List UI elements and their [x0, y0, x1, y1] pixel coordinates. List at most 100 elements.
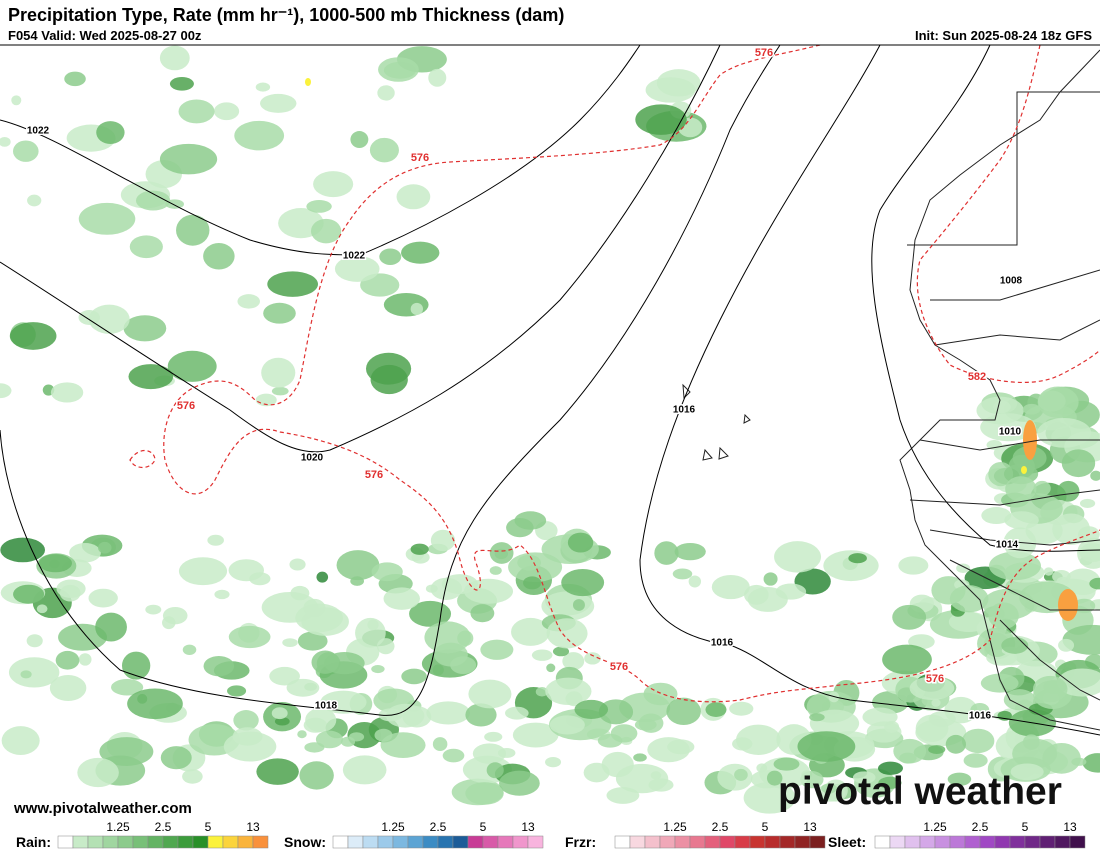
rain-area	[289, 558, 306, 571]
legend-swatch	[749, 835, 766, 849]
rain-area	[20, 670, 32, 679]
isobar-label: 1008	[1000, 276, 1023, 287]
rain-area	[271, 386, 289, 396]
rain-area	[315, 730, 343, 749]
rain-area	[674, 542, 706, 561]
rain-area	[862, 707, 898, 727]
rain-area	[334, 255, 380, 282]
rain-area	[1032, 675, 1068, 703]
legend-swatch	[392, 835, 409, 849]
rain-area	[432, 737, 448, 752]
rain-area	[379, 248, 402, 265]
thickness-label: 576	[411, 152, 429, 164]
rain-area	[506, 518, 534, 538]
legend-swatch	[779, 835, 796, 849]
rain-area	[931, 698, 941, 707]
rain-area	[635, 104, 687, 135]
legend-tick: 5	[1022, 820, 1029, 834]
legend-tick: 1.25	[923, 820, 947, 834]
legend: Rain: 1.25 2.5 5 13 Snow: 1.25 2.5 5 13 Frzr: 1.25 2…	[16, 820, 1086, 850]
rain-area	[123, 315, 167, 342]
rain-area	[546, 618, 588, 649]
rain-area	[774, 541, 822, 573]
legend-swatch	[222, 835, 239, 849]
rain-area	[297, 631, 328, 651]
legend-swatch	[207, 835, 224, 849]
rain-area	[69, 543, 101, 563]
rain-area	[271, 707, 288, 720]
rain-area	[159, 45, 190, 71]
rain-area	[256, 758, 299, 785]
rain-area	[203, 242, 235, 270]
rain-area	[304, 742, 325, 753]
rain-area	[350, 131, 369, 149]
legend-tick: 13	[1063, 820, 1077, 834]
rain-area	[0, 136, 11, 147]
rain-area	[552, 646, 570, 657]
rain-area	[1037, 386, 1079, 418]
legend-swatch	[1039, 835, 1056, 849]
legend-tick: 5	[480, 820, 487, 834]
legend-swatch	[919, 835, 936, 849]
rain-area	[643, 682, 678, 706]
rain-area	[1058, 638, 1075, 652]
rain-area	[988, 551, 1041, 581]
rain-area	[365, 352, 412, 385]
rain-area	[545, 756, 562, 768]
rain-area	[1079, 543, 1100, 563]
rain-area	[336, 550, 380, 581]
rain-area	[78, 202, 136, 235]
rain-area	[169, 76, 194, 91]
heavy-rain	[1021, 466, 1027, 474]
isobar-label: 1022	[343, 251, 366, 262]
rain-area	[523, 576, 542, 590]
rain-area	[58, 623, 108, 651]
heavy-rain	[1058, 589, 1078, 621]
site-url: www.pivotalweather.com	[13, 800, 192, 817]
rain-area	[1033, 480, 1051, 496]
rain-area	[980, 673, 1019, 693]
rain-area	[615, 763, 669, 794]
rain-area	[214, 589, 230, 600]
rain-area	[486, 762, 504, 779]
legend-swatch	[614, 835, 631, 849]
legend-tick: 2.5	[155, 820, 172, 834]
rain-area	[371, 665, 385, 674]
rain-area	[1043, 567, 1054, 576]
rain-area	[667, 739, 695, 755]
rain-area	[567, 532, 594, 553]
thickness-label: 576	[610, 661, 628, 673]
legend-swatch	[407, 835, 424, 849]
rain-area	[465, 782, 504, 805]
boundaries	[682, 49, 1100, 731]
rain-area	[511, 617, 551, 646]
rain-area	[159, 143, 218, 175]
rain-area	[949, 585, 989, 613]
rain-area	[371, 562, 403, 582]
legend-swatch	[964, 835, 981, 849]
rain-area	[1090, 470, 1100, 481]
rain-area	[98, 541, 112, 554]
legend-label: Rain:	[16, 834, 51, 850]
rain-area	[1022, 734, 1040, 750]
logo: pivotal weather	[778, 770, 1062, 813]
rain-area	[297, 730, 307, 739]
legend-swatch	[452, 835, 469, 849]
rain-area	[233, 710, 259, 731]
rain-area	[96, 121, 125, 144]
legend-swatch	[1054, 835, 1071, 849]
rain-area	[773, 757, 800, 771]
rain-area	[505, 706, 529, 720]
rain-area	[898, 556, 929, 575]
rain-area	[255, 82, 271, 92]
rain-area	[572, 599, 585, 611]
rain-area	[970, 703, 990, 717]
rain-area	[1057, 480, 1080, 502]
rain-area	[797, 731, 856, 762]
legend-swatch	[734, 835, 751, 849]
legend-swatch	[1024, 835, 1041, 849]
rain-area	[182, 644, 197, 655]
rain-area	[50, 382, 84, 403]
legend-swatch	[332, 835, 349, 849]
rain-area	[928, 745, 946, 754]
